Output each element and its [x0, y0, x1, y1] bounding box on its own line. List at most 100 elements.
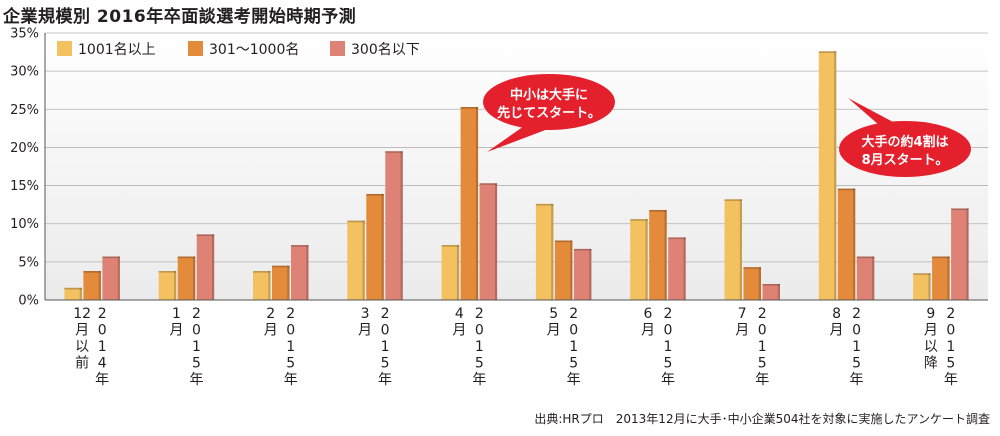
- y-tick-label: 10%: [10, 217, 39, 232]
- x-label-year-char: 2: [946, 306, 955, 322]
- x-label-month-char: 以: [924, 339, 938, 355]
- x-label-month-char: 月: [358, 323, 372, 339]
- bar-top-edge: [83, 271, 101, 273]
- x-label-year-char: 5: [286, 356, 295, 372]
- x-label-year-char: 1: [758, 339, 767, 355]
- bar-shade: [872, 256, 875, 300]
- legend-swatch: [188, 41, 203, 56]
- x-label-year-char: 0: [286, 323, 295, 339]
- legend: 1001名以上 301～1000名 300名以下: [57, 41, 420, 58]
- bar: [196, 234, 215, 300]
- x-label-month-char: 月: [452, 323, 466, 339]
- bar-top-edge: [385, 151, 403, 153]
- x-label-month-char: 月: [547, 323, 561, 339]
- x-label-month-char: 以: [75, 339, 89, 355]
- x-label-month-char: 降: [924, 356, 938, 372]
- bar-shade: [758, 267, 761, 300]
- x-label-month-char: 月: [75, 323, 89, 339]
- legend-item: 301～1000名: [188, 41, 299, 58]
- bar-shade: [79, 287, 82, 300]
- x-label-year-char: 1: [475, 339, 484, 355]
- bar-shade: [174, 271, 177, 300]
- x-label-year-char: 1: [98, 339, 107, 355]
- bar-fill: [554, 240, 573, 300]
- bar-top-edge: [64, 287, 82, 290]
- bar: [366, 193, 384, 300]
- bar-fill: [535, 203, 554, 300]
- bar-shade: [570, 240, 573, 300]
- bars: [64, 51, 969, 301]
- bar-shade: [777, 283, 780, 300]
- bar-fill: [64, 287, 82, 300]
- bar-top-edge: [837, 188, 856, 191]
- x-label-year-char: 1: [663, 339, 672, 355]
- bar: [253, 271, 271, 300]
- bar-fill: [649, 209, 667, 300]
- x-label-year-char: 2: [192, 306, 201, 322]
- bar-shade: [400, 151, 403, 300]
- bar-shade: [966, 208, 969, 300]
- legend-item: 1001名以上: [57, 41, 156, 58]
- bar-shade: [287, 265, 290, 300]
- x-label-year-char: 1: [569, 339, 578, 355]
- bar-top-edge: [573, 248, 592, 251]
- bar-shade: [834, 51, 837, 301]
- bar-top-edge: [554, 240, 573, 243]
- x-label-year-char: 5: [663, 356, 672, 372]
- bar-shade: [947, 256, 950, 300]
- bar-top-edge: [272, 265, 290, 268]
- bar: [818, 51, 837, 301]
- bar: [479, 183, 498, 300]
- x-label-year-char: 0: [192, 323, 201, 339]
- bar-shade: [683, 237, 686, 300]
- x-label-year-char: 0: [852, 323, 861, 339]
- x-label-month-char: 月: [830, 323, 844, 339]
- bar-shade: [193, 256, 196, 300]
- x-label-year-char: 年: [378, 372, 392, 388]
- bar: [158, 271, 177, 300]
- bar: [951, 208, 969, 300]
- bar-fill: [743, 267, 761, 300]
- bar-top-edge: [724, 199, 742, 201]
- x-label-year-char: 年: [755, 372, 769, 388]
- bar-top-edge: [196, 234, 215, 236]
- x-label-year-char: 5: [852, 356, 861, 372]
- bar-fill: [951, 208, 969, 300]
- x-label-year-char: 0: [663, 323, 672, 339]
- x-label-year-char: 1: [286, 339, 295, 355]
- x-label-month-char: 5: [549, 306, 558, 322]
- bar-fill: [385, 151, 403, 300]
- x-label-month-char: 2: [266, 306, 275, 322]
- callout-body: [839, 121, 971, 177]
- x-label-year-char: 年: [850, 372, 864, 388]
- bar-fill: [724, 199, 742, 300]
- bar-fill: [913, 273, 931, 300]
- bar-top-edge: [668, 237, 686, 240]
- bar: [668, 237, 686, 300]
- x-label-month-char: 6: [643, 306, 652, 322]
- bar-top-edge: [630, 219, 648, 221]
- x-label-month-char: 月: [641, 323, 655, 339]
- bar-shade: [456, 245, 460, 300]
- x-label-month-char: 月: [169, 323, 183, 339]
- bar-fill: [291, 245, 309, 300]
- callout-bubble: 大手の約4割は 8月スタート。: [839, 98, 971, 177]
- bar: [649, 209, 667, 300]
- x-label-month-char: 8: [832, 306, 841, 322]
- legend-item: 300名以下: [330, 41, 420, 58]
- x-label-year-char: 年: [284, 372, 298, 388]
- bar: [460, 106, 479, 300]
- bar-fill: [347, 220, 365, 300]
- bar-fill: [932, 256, 950, 300]
- x-label-year-char: 0: [569, 323, 578, 339]
- bar: [441, 245, 460, 300]
- bar-top-edge: [291, 245, 309, 247]
- bar-fill: [479, 183, 498, 300]
- bar-shade: [928, 273, 931, 300]
